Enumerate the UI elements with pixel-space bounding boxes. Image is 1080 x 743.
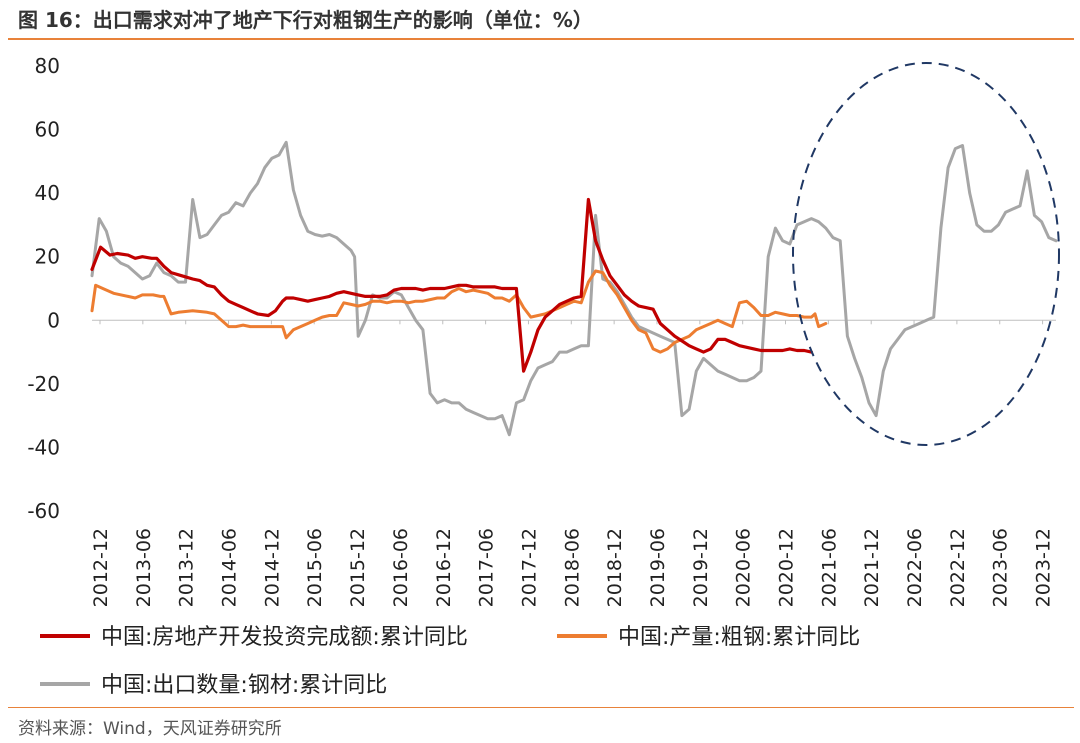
y-tick-label: 20 (35, 245, 60, 269)
x-tick-label: 2020-06 (733, 528, 755, 607)
x-tick-label: 2019-06 (647, 528, 669, 607)
title-divider (8, 38, 1074, 40)
x-tick-label: 2017-12 (518, 528, 540, 607)
source-divider (8, 707, 1074, 708)
y-tick-label: -60 (27, 499, 60, 523)
y-axis: 80 60 40 20 0 -20 -40 -60 (27, 54, 60, 523)
x-tick-label: 2014-12 (261, 528, 283, 607)
x-tick-label: 2018-06 (561, 528, 583, 607)
series-line-2 (90, 140, 1058, 437)
x-tick-label: 2016-06 (390, 528, 412, 607)
x-tick-label: 2017-06 (476, 528, 498, 607)
legend-label: 中国:产量:粗钢:累计同比 (618, 625, 860, 650)
x-tick-label: 2021-06 (818, 528, 840, 607)
y-tick-label: 60 (35, 118, 60, 142)
legend-label: 中国:出口数量:钢材:累计同比 (101, 673, 387, 698)
x-tick-label: 2022-12 (947, 528, 969, 607)
y-tick-label: 80 (35, 54, 60, 78)
x-tick-label: 2023-12 (1033, 528, 1055, 607)
chart-title: 图 16：出口需求对冲了地产下行对粗钢生产的影响（单位：%） (18, 8, 593, 32)
y-tick-label: 40 (35, 181, 60, 205)
x-tick-label: 2016-12 (433, 528, 455, 607)
y-tick-label: -20 (27, 372, 60, 396)
highlight-ellipse (792, 62, 1060, 446)
y-tick-label: -40 (27, 435, 60, 459)
x-tick-label: 2013-06 (133, 528, 155, 607)
x-axis: 2012-12 2013-06 2013-12 2014-06 2014-12 2015-… (90, 320, 1055, 607)
x-tick-label: 2019-12 (690, 528, 712, 607)
x-tick-label: 2014-06 (219, 528, 241, 607)
x-tick-label: 2015-12 (347, 528, 369, 607)
series-line-0 (90, 197, 813, 373)
x-tick-label: 2020-12 (776, 528, 798, 607)
x-tick-label: 2022-06 (904, 528, 926, 607)
x-tick-label: 2015-06 (304, 528, 326, 607)
x-tick-label: 2021-12 (861, 528, 883, 607)
source-note: 资料来源：Wind，天风证券研究所 (18, 719, 282, 739)
x-tick-label: 2023-06 (990, 528, 1012, 607)
y-tick-label: 0 (47, 308, 60, 332)
legend: 中国:房地产开发投资完成额:累计同比 中国:产量:粗钢:累计同比中国:出口数量:钢… (40, 625, 860, 698)
series-lines (90, 140, 1058, 437)
x-tick-label: 2018-12 (604, 528, 626, 607)
x-tick-label: 2012-12 (90, 528, 112, 607)
x-tick-label: 2013-12 (176, 528, 198, 607)
legend-label: 中国:房地产开发投资完成额:累计同比 (101, 625, 468, 650)
series-line-1 (90, 269, 828, 354)
